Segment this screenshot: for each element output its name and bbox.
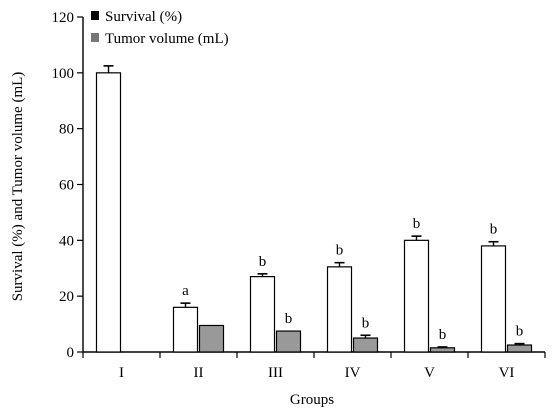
x-axis: I II III IV V VI <box>82 351 546 381</box>
y-axis: 0 20 40 60 80 100 120 <box>52 10 84 361</box>
x-axis-title: Groups <box>290 392 334 408</box>
legend: Survival (%) Tumor volume (mL) <box>91 9 229 47</box>
legend-swatch <box>91 33 99 42</box>
tumor-volume-bar <box>429 347 456 353</box>
y-axis-title: Survival (%) and Tumor volume (mL) <box>10 72 26 302</box>
x-tick-label: V <box>424 365 435 381</box>
x-tick-label: IV <box>345 365 361 381</box>
bars: a b b b b b b b b <box>95 65 533 353</box>
significance-label: b <box>336 243 344 259</box>
x-tick-label: I <box>119 365 124 381</box>
significance-label: a <box>182 283 189 299</box>
x-tick-label: VI <box>499 365 515 381</box>
significance-label: b <box>439 327 447 343</box>
tumor-volume-bar <box>198 324 225 353</box>
legend-label: Survival (%) <box>105 9 182 25</box>
significance-label: b <box>259 254 267 270</box>
survival-bar <box>403 239 430 353</box>
significance-label: b <box>362 315 370 331</box>
legend-swatch <box>91 11 99 20</box>
y-tick-label: 120 <box>52 10 75 26</box>
y-tick-label: 60 <box>59 178 74 194</box>
significance-label: b <box>413 216 421 232</box>
significance-label: b <box>490 222 498 238</box>
significance-label: b <box>285 311 293 327</box>
tumor-volume-bar <box>352 337 379 353</box>
y-tick-label: 80 <box>59 122 74 138</box>
survival-bar <box>326 266 353 353</box>
x-tick-label: III <box>268 365 283 381</box>
y-tick-label: 100 <box>52 66 75 82</box>
y-tick-label: 0 <box>67 345 75 361</box>
y-tick-label: 40 <box>59 233 74 249</box>
y-tick-label: 20 <box>59 289 74 305</box>
tumor-volume-bar <box>275 330 302 353</box>
survival-bar <box>95 72 122 353</box>
x-tick-label: II <box>194 365 204 381</box>
survival-bar <box>172 306 199 353</box>
significance-label: b <box>516 324 524 340</box>
tumor-volume-bar <box>506 344 533 353</box>
survival-bar <box>249 276 276 353</box>
survival-bar <box>480 245 507 353</box>
legend-label: Tumor volume (mL) <box>105 31 229 47</box>
